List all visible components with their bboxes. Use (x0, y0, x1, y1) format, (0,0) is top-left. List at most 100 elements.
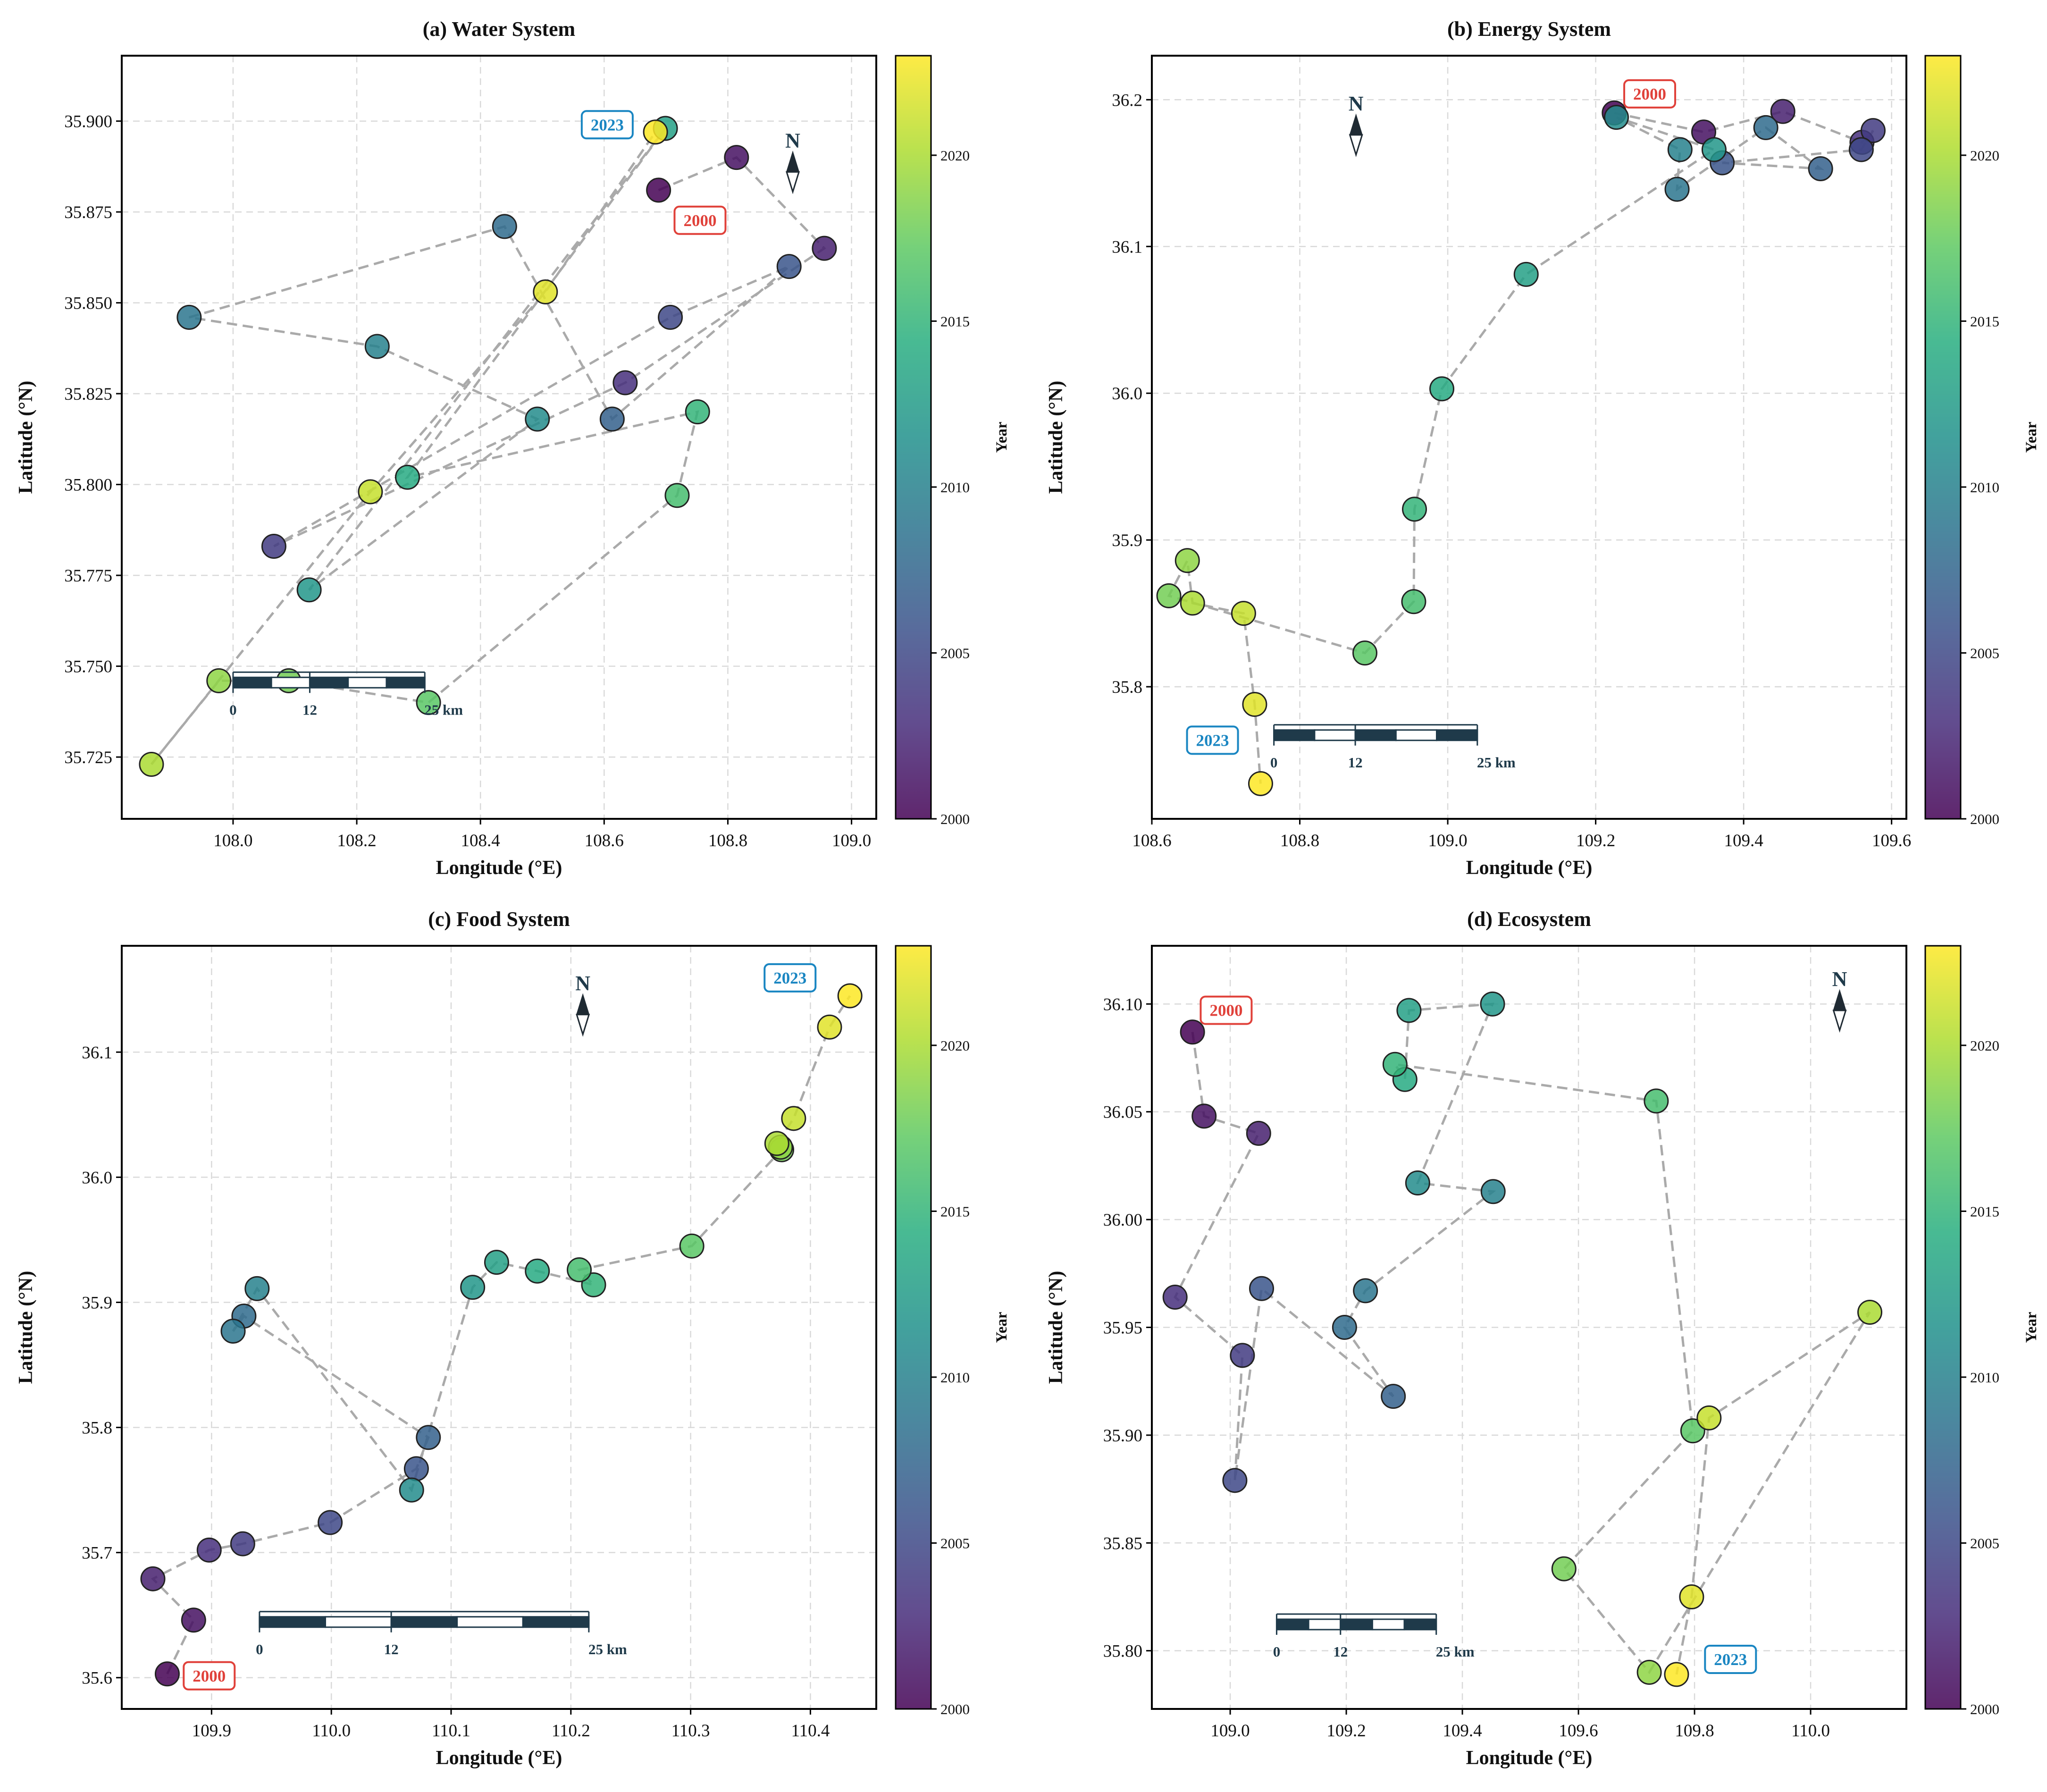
x-tick-label: 110.0 (1791, 1721, 1830, 1741)
panel-title: (a) Water System (423, 17, 575, 41)
x-tick-label: 109.4 (1724, 831, 1763, 850)
data-point-2005 (1222, 1468, 1248, 1493)
colorbar-tick-label: 2005 (940, 1535, 970, 1551)
panel-title: (c) Food System (428, 908, 570, 931)
data-point-2000 (646, 177, 671, 203)
panel-title: (b) Energy System (1447, 17, 1611, 41)
data-point-2007 (1808, 156, 1833, 181)
data-point-2014 (1429, 376, 1455, 402)
data-point-2022 (1242, 691, 1267, 717)
data-point-2006 (776, 254, 802, 279)
data-point-2017 (1352, 640, 1377, 666)
colorbar-tick-label: 2000 (1970, 811, 1999, 827)
trajectory-line (150, 127, 826, 766)
x-tick-label: 109.6 (1872, 831, 1911, 850)
data-point-2020 (1857, 1300, 1883, 1325)
data-point-2006 (1249, 1276, 1274, 1301)
y-axis-label: Latitude (°N) (1045, 381, 1067, 494)
scale-bar-segment (1371, 1618, 1405, 1631)
north-arrow-label: N (785, 129, 800, 152)
x-tick-label: 110.0 (312, 1721, 351, 1741)
y-tick-label: 36.0 (1112, 384, 1142, 404)
scale-bar-label-0: 0 (1270, 754, 1278, 771)
scale-bar-segment (270, 676, 310, 689)
colorbar-gradient (895, 55, 932, 820)
end-year-label: 2023 (1186, 725, 1239, 755)
colorbar-tick-label: 2005 (940, 645, 970, 661)
colorbar-label: Year (2023, 1312, 2040, 1343)
scale-bar-label-25km: 25 km (424, 701, 463, 718)
north-arrow-upper-icon (1349, 113, 1363, 135)
data-point-2021 (358, 479, 383, 505)
colorbar-tick-label: 2015 (1970, 313, 1999, 329)
chart-panel-2: (b) Energy System 108.6 108.8 109.0 109.2 109… (1045, 17, 2040, 879)
colorbar-tick-label: 2010 (940, 479, 970, 496)
colorbar-gradient (895, 945, 932, 1710)
data-point-2002 (140, 1566, 166, 1591)
data-point-2010 (244, 1276, 270, 1301)
data-point-2020 (1180, 590, 1205, 616)
colorbar-label: Year (993, 1312, 1010, 1343)
scale-bar-segment (1314, 729, 1356, 741)
data-point-2012 (1701, 137, 1727, 162)
data-point-2012 (460, 1275, 486, 1300)
data-point-2007 (416, 1425, 441, 1450)
x-tick-label: 109.4 (1443, 1721, 1482, 1741)
axes-frame (121, 945, 877, 1710)
colorbar-tick-label: 2020 (940, 1037, 970, 1054)
data-point-2010 (364, 334, 390, 359)
start-year-label-box (673, 205, 727, 235)
y-tick-label: 35.725 (64, 748, 112, 767)
data-point-2004 (230, 1531, 255, 1556)
north-arrow: N (1349, 92, 1364, 157)
data-point-2001 (724, 145, 749, 170)
y-tick-label: 35.85 (1103, 1534, 1142, 1553)
x-tick-label: 108.2 (337, 831, 376, 850)
y-tick-label: 36.1 (1112, 237, 1142, 257)
x-tick-label: 110.1 (432, 1721, 470, 1741)
chart-panel-4: (d) Ecosystem 109.0 109.2 109.4 109.6 109.8 11… (1045, 908, 2040, 1769)
y-tick-label: 36.1 (82, 1043, 112, 1062)
data-point-2022 (817, 1014, 842, 1040)
north-arrow-upper-icon (1833, 989, 1846, 1011)
colorbar-gradient (1924, 55, 1962, 820)
colorbar-tick-label: 2015 (1970, 1203, 1999, 1220)
north-arrow-lower-icon (576, 1014, 590, 1037)
data-point-2023 (1248, 771, 1273, 796)
data-point-2010 (1480, 1179, 1506, 1204)
data-point-2008 (492, 214, 517, 239)
axes-frame (121, 55, 877, 820)
scale-bar-segment (390, 1616, 458, 1628)
data-point-2017 (416, 690, 441, 715)
x-axis-label: Longitude (°E) (1466, 857, 1593, 879)
y-tick-label: 35.850 (64, 294, 112, 313)
y-tick-label: 36.00 (1103, 1211, 1142, 1230)
y-tick-label: 36.0 (82, 1168, 112, 1187)
x-tick-label: 108.8 (708, 831, 747, 850)
colorbar-tick-label: 2020 (1970, 1037, 1999, 1054)
scale-bar-segment (232, 676, 272, 689)
data-point-2016 (1401, 589, 1426, 614)
data-point-2018 (1156, 583, 1182, 608)
data-point-2019 (206, 668, 232, 693)
x-tick-label: 110.3 (671, 1721, 710, 1741)
colorbar-tick-label: 2010 (1970, 479, 1999, 496)
data-point-2012 (296, 577, 322, 603)
data-point-2021 (1696, 1405, 1722, 1430)
scale-bar-label-0: 0 (256, 1641, 263, 1657)
axes-frame (1151, 945, 1907, 1710)
data-point-2003 (612, 370, 638, 395)
x-tick-label: 109.6 (1559, 1721, 1598, 1741)
y-tick-label: 35.6 (82, 1669, 112, 1688)
colorbar-tick-label: 2005 (1970, 1535, 1999, 1551)
y-tick-label: 35.825 (64, 385, 112, 404)
scale-bar-segment (522, 1616, 590, 1628)
data-point-2016 (1644, 1088, 1669, 1114)
data-point-2017 (679, 1233, 705, 1259)
end-year-label-box (763, 963, 817, 993)
end-year-label: 2023 (580, 110, 634, 140)
data-point-2002 (1246, 1120, 1271, 1146)
data-point-2009 (176, 304, 202, 330)
north-arrow-upper-icon (786, 151, 800, 173)
x-tick-label: 108.4 (461, 831, 500, 850)
